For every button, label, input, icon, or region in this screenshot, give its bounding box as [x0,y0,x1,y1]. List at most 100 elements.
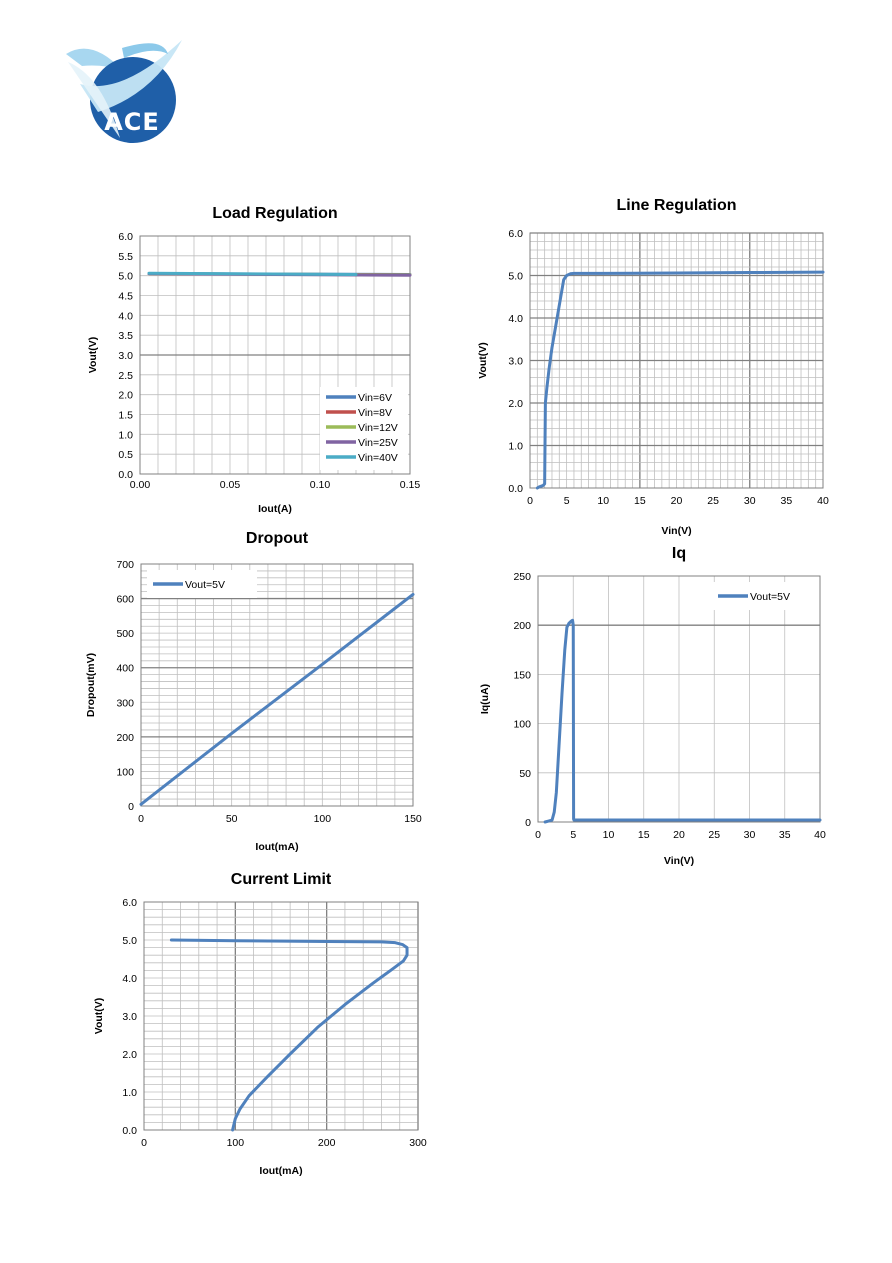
y-tick-label: 1.0 [122,1087,137,1099]
y-tick-label: 0.5 [118,449,133,461]
plot-area-border [143,901,419,1131]
x-tick-label: 10 [603,829,615,841]
y-axis-label: Dropout(mV) [85,653,97,717]
x-tick-label: 35 [781,495,793,507]
plot-area-border [140,563,414,807]
y-tick-label: 600 [116,594,134,606]
x-tick-label: 20 [671,495,683,507]
x-tick-label: 40 [817,495,829,507]
gridlines [143,901,419,1131]
plot-area-border [529,232,824,489]
y-tick-label: 400 [116,663,134,675]
y-tick-label: 2.5 [118,370,133,382]
y-tick-label: 2.0 [122,1049,137,1061]
legend-entry: Vout=5V [750,591,790,603]
y-tick-label: 1.0 [118,429,133,441]
y-tick-label: 4.0 [118,310,133,322]
y-tick-label: 5.0 [118,271,133,283]
x-axis-label: Vin(V) [664,855,694,867]
chart-load-regulation: Load Regulation 0.00 0.05 0.10 0.15 0.0 0.5 1.0… [87,205,421,515]
x-tick-label: 0 [527,495,533,507]
y-tick-label: 150 [513,669,531,681]
x-tick-label: 0 [138,813,144,825]
x-tick-label: 50 [226,813,238,825]
y-tick-label: 0.0 [122,1125,137,1137]
series-line-5 [147,271,358,276]
y-tick-label: 1.5 [118,410,133,422]
x-tick-label: 30 [744,495,756,507]
gridlines [140,563,414,807]
y-axis-label: Vout(V) [477,342,489,379]
y-tick-label: 500 [116,628,134,640]
y-tick-label: 50 [519,768,531,780]
legend: Vout=5V [712,582,816,610]
legend-entry: Vin=40V [358,452,398,464]
x-tick-label: 40 [814,829,826,841]
y-tick-label: 0 [128,801,134,813]
x-tick-label: 100 [227,1137,245,1149]
y-tick-label: 4.5 [118,291,133,303]
chart-title: Line Regulation [617,197,737,214]
y-tick-label: 0.0 [508,483,523,495]
series-line-1 [139,592,415,806]
x-tick-label: 10 [597,495,609,507]
series-line-1 [543,618,822,824]
y-tick-label: 4.0 [122,973,137,985]
x-tick-label: 300 [409,1137,427,1149]
y-tick-label: 250 [513,571,531,583]
logo-lettering: ACE [104,108,160,136]
chart-title: Iq [672,545,686,562]
y-tick-label: 5.0 [508,271,523,283]
y-tick-label: 1.0 [508,441,523,453]
gridlines [537,575,821,823]
y-tick-label: 5.5 [118,251,133,263]
x-tick-label: 150 [404,813,422,825]
y-tick-label: 4.0 [508,313,523,325]
x-tick-label: 35 [779,829,791,841]
y-axis-label: Iq(uA) [479,684,491,714]
chart-title: Load Regulation [212,205,337,222]
x-tick-label: 0.00 [130,479,151,491]
y-tick-label: 0 [525,817,531,829]
legend-entry: Vin=8V [358,407,392,419]
y-tick-label: 300 [116,697,134,709]
y-tick-label: 3.0 [122,1011,137,1023]
y-tick-label: 2.0 [118,390,133,402]
x-tick-label: 0 [141,1137,147,1149]
x-tick-label: 100 [314,813,332,825]
legend: Vin=6V Vin=8V Vin=12V Vin=25V Vin=40V [320,387,408,470]
legend-entry: Vin=12V [358,422,398,434]
chart-title: Current Limit [231,871,332,888]
y-tick-label: 6.0 [118,231,133,243]
x-tick-label: 15 [634,495,646,507]
x-tick-label: 25 [707,495,719,507]
ace-logo: ACE [66,40,182,143]
x-tick-label: 0 [535,829,541,841]
series-line-1 [169,938,409,1132]
chart-current-limit: Current Limit 0 100 200 300 0.0 1.0 2.0 3.0 4.0 5.… [93,871,427,1177]
x-axis-label: Iout(A) [258,503,292,515]
x-tick-label: 5 [564,495,570,507]
y-tick-label: 700 [116,559,134,571]
chart-iq: Iq 0 5 10 15 20 25 30 35 40 0 50 100 150 200 250 Vin(V) I… [479,545,826,867]
x-tick-label: 25 [708,829,720,841]
x-tick-label: 20 [673,829,685,841]
x-axis-label: Vin(V) [661,525,691,537]
series-line-1 [535,270,825,490]
chart-title: Dropout [246,530,309,547]
y-tick-label: 2.0 [508,398,523,410]
x-tick-label: 15 [638,829,650,841]
y-tick-label: 200 [116,732,134,744]
x-tick-label: 200 [318,1137,336,1149]
y-tick-label: 3.5 [118,330,133,342]
y-tick-label: 5.0 [122,935,137,947]
y-tick-label: 100 [116,766,134,778]
x-tick-label: 5 [570,829,576,841]
legend: Vout=5V [147,570,257,598]
x-tick-label: 0.15 [400,479,421,491]
y-tick-label: 3.0 [118,350,133,362]
y-axis-label: Vout(V) [93,998,105,1035]
x-tick-label: 0.05 [220,479,241,491]
y-tick-label: 6.0 [508,228,523,240]
y-axis-label: Vout(V) [87,337,99,374]
